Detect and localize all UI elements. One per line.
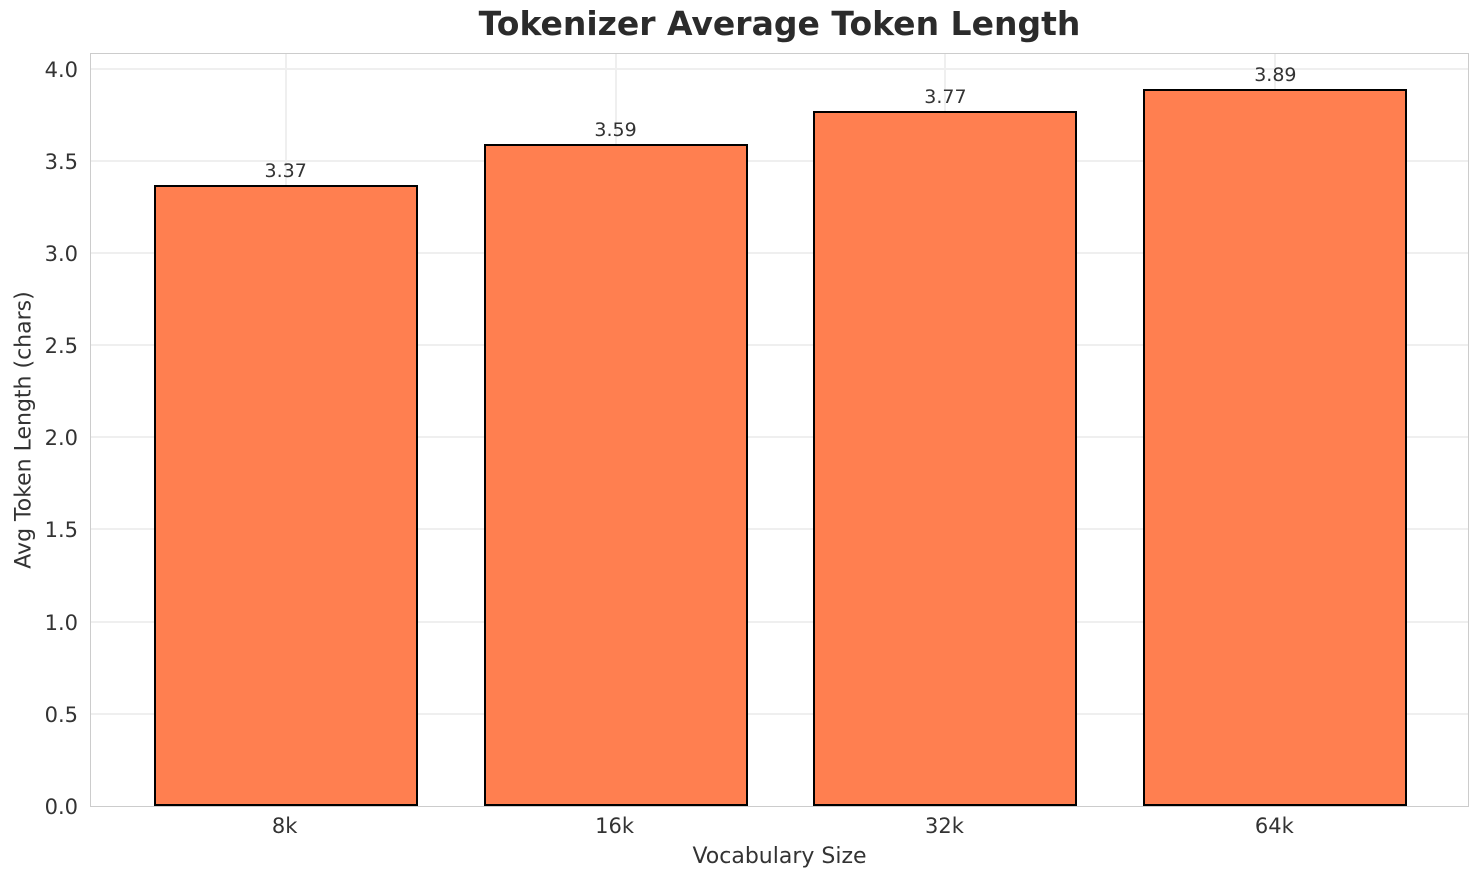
- x-tick-label: 64k: [1254, 814, 1294, 838]
- bar-32k: [813, 111, 1078, 806]
- y-gridline: [91, 159, 1468, 162]
- x-tick-label: 8k: [271, 814, 298, 838]
- y-tick-label: 1.5: [44, 518, 78, 543]
- chart-title: Tokenizer Average Token Length: [478, 4, 1081, 43]
- y-gridline: [91, 712, 1468, 715]
- bar-value-label: 3.59: [594, 119, 637, 142]
- y-gridline: [91, 344, 1468, 347]
- y-tick-label: 3.0: [44, 241, 78, 266]
- bar-value-label: 3.37: [264, 159, 307, 182]
- y-gridline: [91, 620, 1468, 623]
- bar-64k: [1143, 88, 1408, 806]
- bar-16k: [483, 144, 748, 806]
- y-gridline: [91, 67, 1468, 70]
- y-tick-label: 0.0: [44, 795, 78, 819]
- y-tick-label: 1.0: [44, 610, 78, 635]
- x-tick-label: 32k: [924, 814, 964, 838]
- y-tick-label: 3.5: [44, 149, 78, 174]
- y-tick-label: 2.0: [44, 426, 78, 451]
- y-tick-label: 2.5: [44, 334, 78, 359]
- y-tick-label: 0.5: [44, 702, 78, 727]
- y-tick-label: 4.0: [44, 57, 78, 82]
- x-tick-label: 16k: [595, 814, 634, 838]
- y-gridline: [91, 251, 1468, 254]
- bar-8k: [153, 184, 418, 806]
- plot-area: 3.37 3.59 3.77 3.89: [90, 53, 1469, 807]
- bar-value-label: 3.77: [924, 86, 967, 108]
- bar-value-label: 3.89: [1254, 63, 1297, 86]
- x-axis-label: Vocabulary Size: [692, 844, 867, 869]
- y-gridline: [91, 528, 1468, 531]
- y-gridline: [91, 436, 1468, 439]
